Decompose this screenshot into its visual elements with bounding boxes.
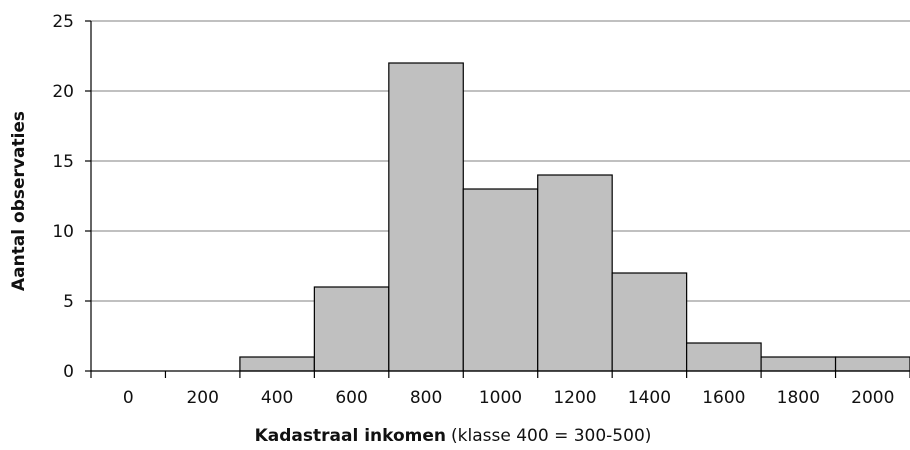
bar-800 [388, 62, 464, 372]
x-tick-label-400: 400 [261, 388, 293, 408]
bar-400 [239, 356, 315, 372]
y-tick-labels: 0 5 10 15 20 25 [52, 12, 74, 382]
x-tick-label-1800: 1800 [777, 388, 820, 408]
bar-1400 [611, 272, 688, 372]
y-tick-label-20: 20 [52, 82, 74, 102]
bar-600 [313, 286, 390, 372]
bar-1800 [760, 356, 837, 372]
y-tick-label-15: 15 [52, 152, 74, 172]
bar-1200 [537, 174, 613, 372]
bar-2000 [834, 356, 910, 372]
bar-1600 [686, 342, 762, 372]
x-tick-label-600: 600 [335, 388, 367, 408]
axes [85, 20, 910, 378]
bars [239, 62, 910, 372]
y-tick-label-0: 0 [63, 362, 74, 382]
x-tick-label-1600: 1600 [702, 388, 745, 408]
x-axis-title: Kadastraal inkomen (klasse 400 = 300-500) [255, 426, 652, 446]
x-tick-label-200: 200 [186, 388, 218, 408]
x-tick-label-2000: 2000 [851, 388, 894, 408]
x-tick-label-0: 0 [123, 388, 134, 408]
x-tick-label-1200: 1200 [553, 388, 596, 408]
y-axis-title: Aantal observaties [9, 111, 29, 291]
y-tick-label-25: 25 [52, 12, 74, 32]
gridlines [91, 20, 910, 302]
x-axis-title-note: (klasse 400 = 300-500) [451, 426, 651, 446]
x-tick-labels: 0 200 400 600 800 1000 1200 1400 1600 1800 2000 [123, 388, 895, 408]
x-tick-label-800: 800 [410, 388, 442, 408]
x-tick-label-1400: 1400 [628, 388, 671, 408]
y-tick-label-10: 10 [52, 222, 74, 242]
y-tick-label-5: 5 [63, 292, 74, 312]
bar-1000 [462, 188, 539, 372]
x-tick-label-1000: 1000 [479, 388, 522, 408]
x-axis-title-main: Kadastraal inkomen [255, 426, 446, 446]
